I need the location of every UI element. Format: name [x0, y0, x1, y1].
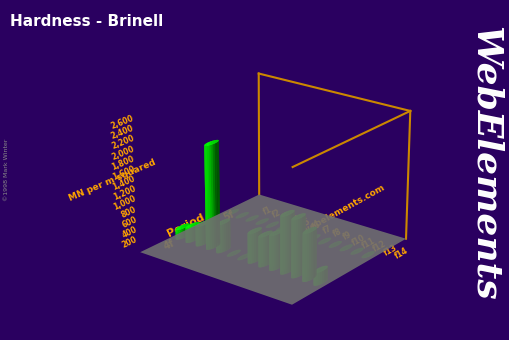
Text: ©1998 Mark Winter: ©1998 Mark Winter	[4, 139, 9, 201]
Text: Hardness - Brinell: Hardness - Brinell	[10, 14, 163, 29]
Text: WebElements: WebElements	[467, 26, 501, 301]
